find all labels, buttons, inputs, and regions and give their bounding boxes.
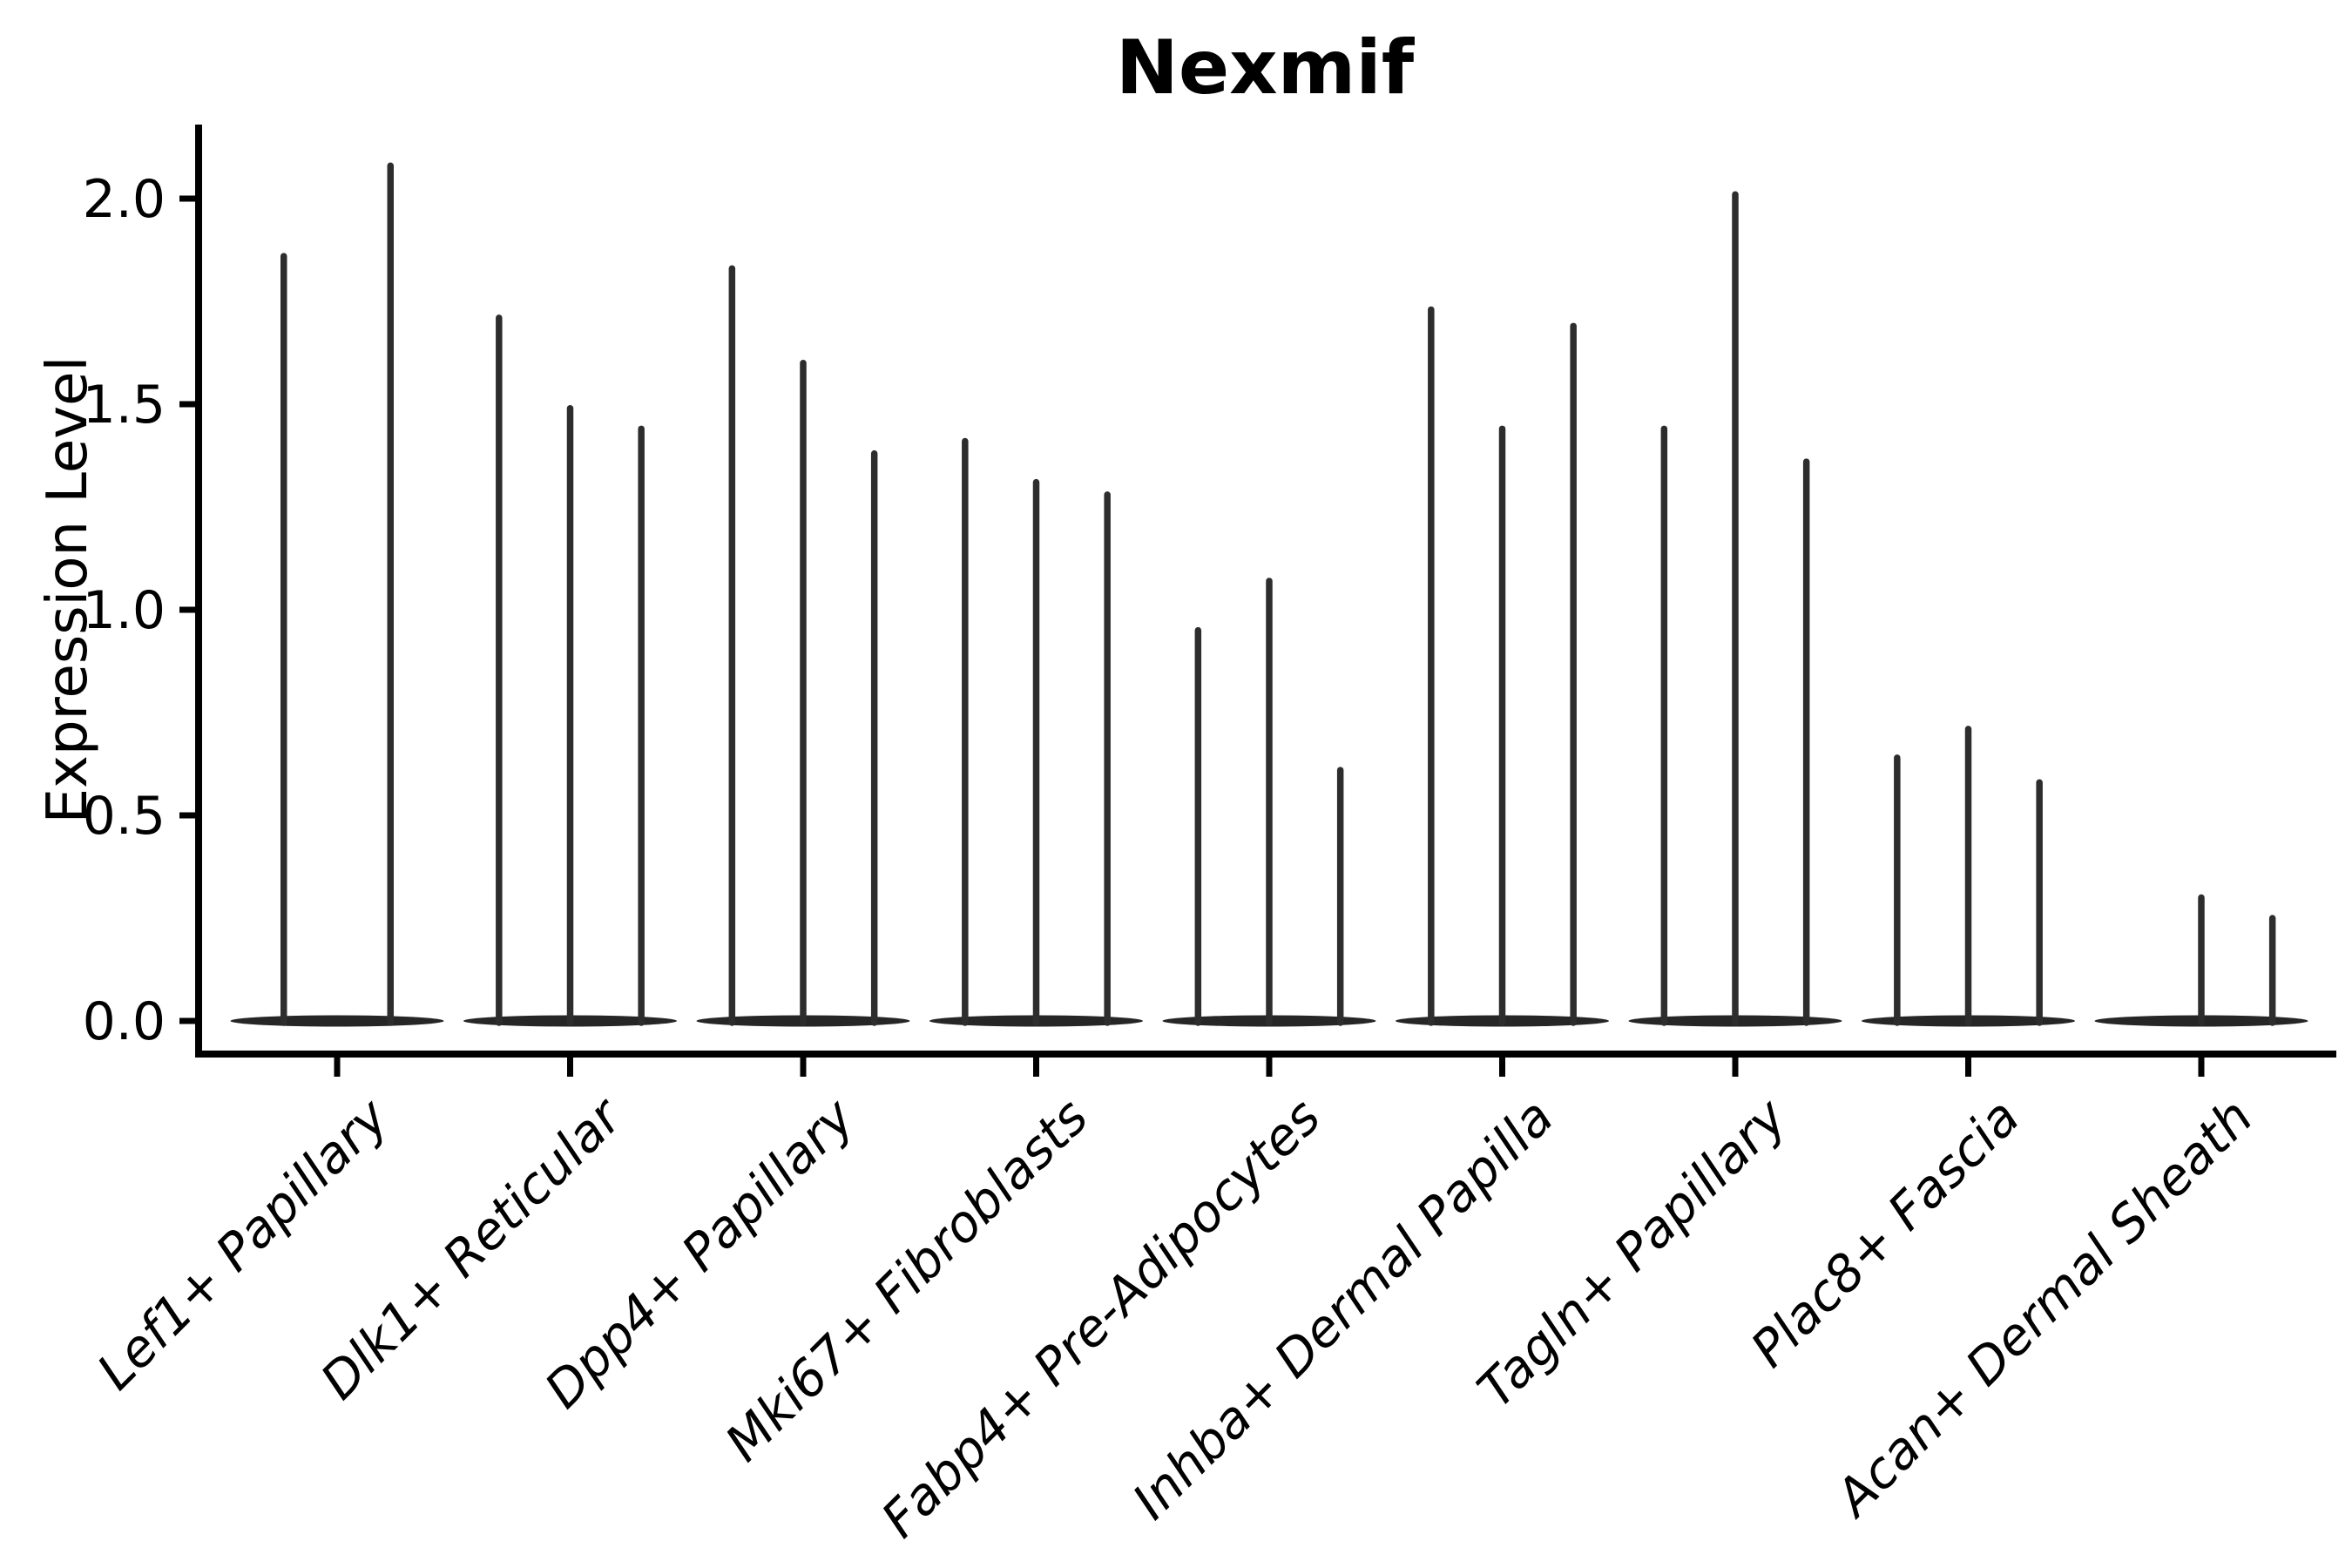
y-tick-label: 2.0 bbox=[83, 169, 166, 230]
y-tick-label: 0.5 bbox=[83, 786, 166, 847]
y-tick-label: 0.0 bbox=[83, 991, 166, 1052]
y-tick-label: 1.5 bbox=[83, 375, 166, 436]
y-tick-label: 1.0 bbox=[83, 580, 166, 641]
chart-title: Nexmif bbox=[1115, 24, 1415, 112]
violin-base bbox=[230, 1015, 444, 1027]
